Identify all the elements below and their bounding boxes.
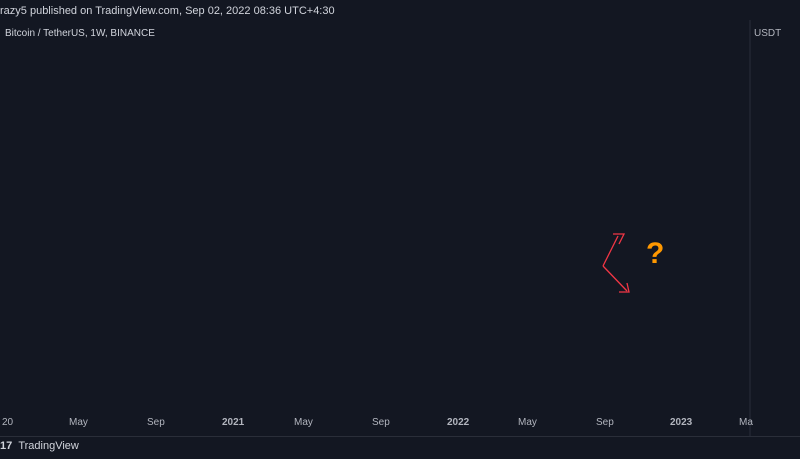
x-tick-label: Sep <box>147 417 165 428</box>
tradingview-logo-icon: 17 <box>0 440 13 452</box>
down-arrow-head <box>619 282 630 293</box>
publisher-line: razy5 published on TradingView.com, Sep … <box>0 5 335 17</box>
x-tick-label: 2023 <box>670 417 693 428</box>
projection-arrows <box>602 233 630 293</box>
x-tick-label: May <box>69 417 88 428</box>
down-arrow <box>602 265 628 292</box>
question-mark-annotation: ? <box>646 237 664 270</box>
x-tick-label: Sep <box>372 417 390 428</box>
brand-name: TradingView <box>18 440 79 452</box>
x-tick-label: Sep <box>596 417 614 428</box>
symbol-legend: Bitcoin / TetherUS, 1W, BINANCE <box>5 28 155 39</box>
x-tick-label: May <box>518 417 537 428</box>
x-tick-label: 20 <box>2 417 14 428</box>
up-arrow <box>602 235 619 267</box>
footer-bar <box>0 436 800 459</box>
up-arrow-head <box>613 233 626 245</box>
price-scale-currency: USDT <box>754 28 782 39</box>
x-tick-label: 2021 <box>222 417 245 428</box>
x-tick-label: May <box>294 417 313 428</box>
tradingview-logo: 17 TradingView <box>0 440 79 452</box>
x-tick-label: Ma <box>739 417 753 428</box>
x-tick-label: 2022 <box>447 417 470 428</box>
